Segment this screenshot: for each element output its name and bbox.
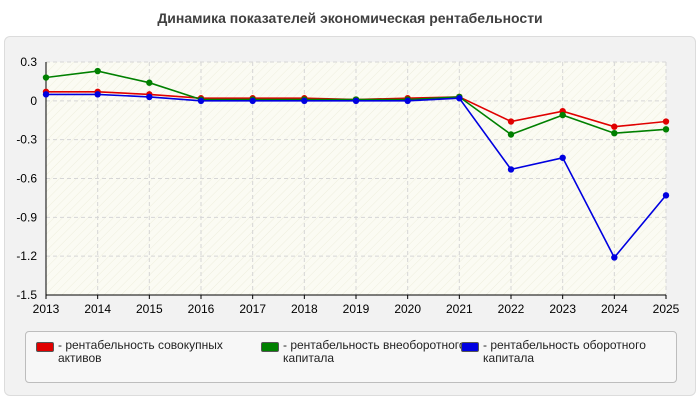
data-point-2 xyxy=(507,166,515,173)
data-point-0 xyxy=(507,118,515,125)
chart-title: Динамика показателей экономическая рента… xyxy=(157,10,543,26)
data-point-1 xyxy=(146,79,153,86)
data-point-2 xyxy=(611,254,618,261)
x-tick-label: 2023 xyxy=(549,302,576,316)
y-tick-label: -0.9 xyxy=(16,210,37,224)
data-point-2 xyxy=(301,97,308,105)
legend-swatch-red xyxy=(36,342,54,352)
data-point-1 xyxy=(611,129,618,137)
legend: - рентабельность совокупных активов - ре… xyxy=(25,331,677,383)
y-tick-label: 0.3 xyxy=(20,55,37,69)
data-point-2 xyxy=(559,154,566,161)
legend-label: - рентабельность оборотного капитала xyxy=(483,338,646,365)
y-tick-label: -0.6 xyxy=(16,172,37,186)
legend-swatch-green xyxy=(261,342,279,352)
data-point-1 xyxy=(507,131,515,138)
x-tick-label: 2013 xyxy=(33,302,60,316)
data-point-1 xyxy=(662,126,670,133)
data-point-0 xyxy=(662,118,670,125)
data-point-1 xyxy=(42,74,50,81)
data-point-2 xyxy=(249,97,256,105)
data-point-0 xyxy=(611,123,618,130)
y-tick-label: 0 xyxy=(30,94,37,108)
data-point-1 xyxy=(559,111,566,119)
y-tick-label: -0.3 xyxy=(16,133,37,147)
data-point-2 xyxy=(404,97,411,105)
data-point-2 xyxy=(146,93,153,101)
data-point-2 xyxy=(456,95,463,102)
legend-swatch-blue xyxy=(461,342,479,352)
legend-label: - рентабельность внеоборотного капитала xyxy=(283,338,466,365)
x-tick-label: 2018 xyxy=(291,302,318,316)
data-point-2 xyxy=(94,91,101,98)
x-tick-label: 2024 xyxy=(601,302,628,316)
data-point-1 xyxy=(94,67,101,75)
x-tick-label: 2016 xyxy=(188,302,215,316)
x-tick-label: 2025 xyxy=(653,302,680,316)
data-point-2 xyxy=(352,97,360,105)
x-tick-label: 2019 xyxy=(343,302,370,316)
data-point-2 xyxy=(42,91,50,98)
data-point-2 xyxy=(197,97,205,105)
x-tick-label: 2020 xyxy=(394,302,421,316)
x-tick-label: 2017 xyxy=(239,302,266,316)
x-tick-label: 2022 xyxy=(498,302,525,316)
x-tick-label: 2014 xyxy=(84,302,111,316)
legend-label: - рентабельность совокупных активов xyxy=(58,338,223,365)
data-point-2 xyxy=(662,192,670,199)
x-tick-label: 2021 xyxy=(446,302,473,316)
y-tick-label: -1.2 xyxy=(16,249,37,263)
y-tick-label: -1.5 xyxy=(16,288,37,302)
x-tick-label: 2015 xyxy=(136,302,163,316)
